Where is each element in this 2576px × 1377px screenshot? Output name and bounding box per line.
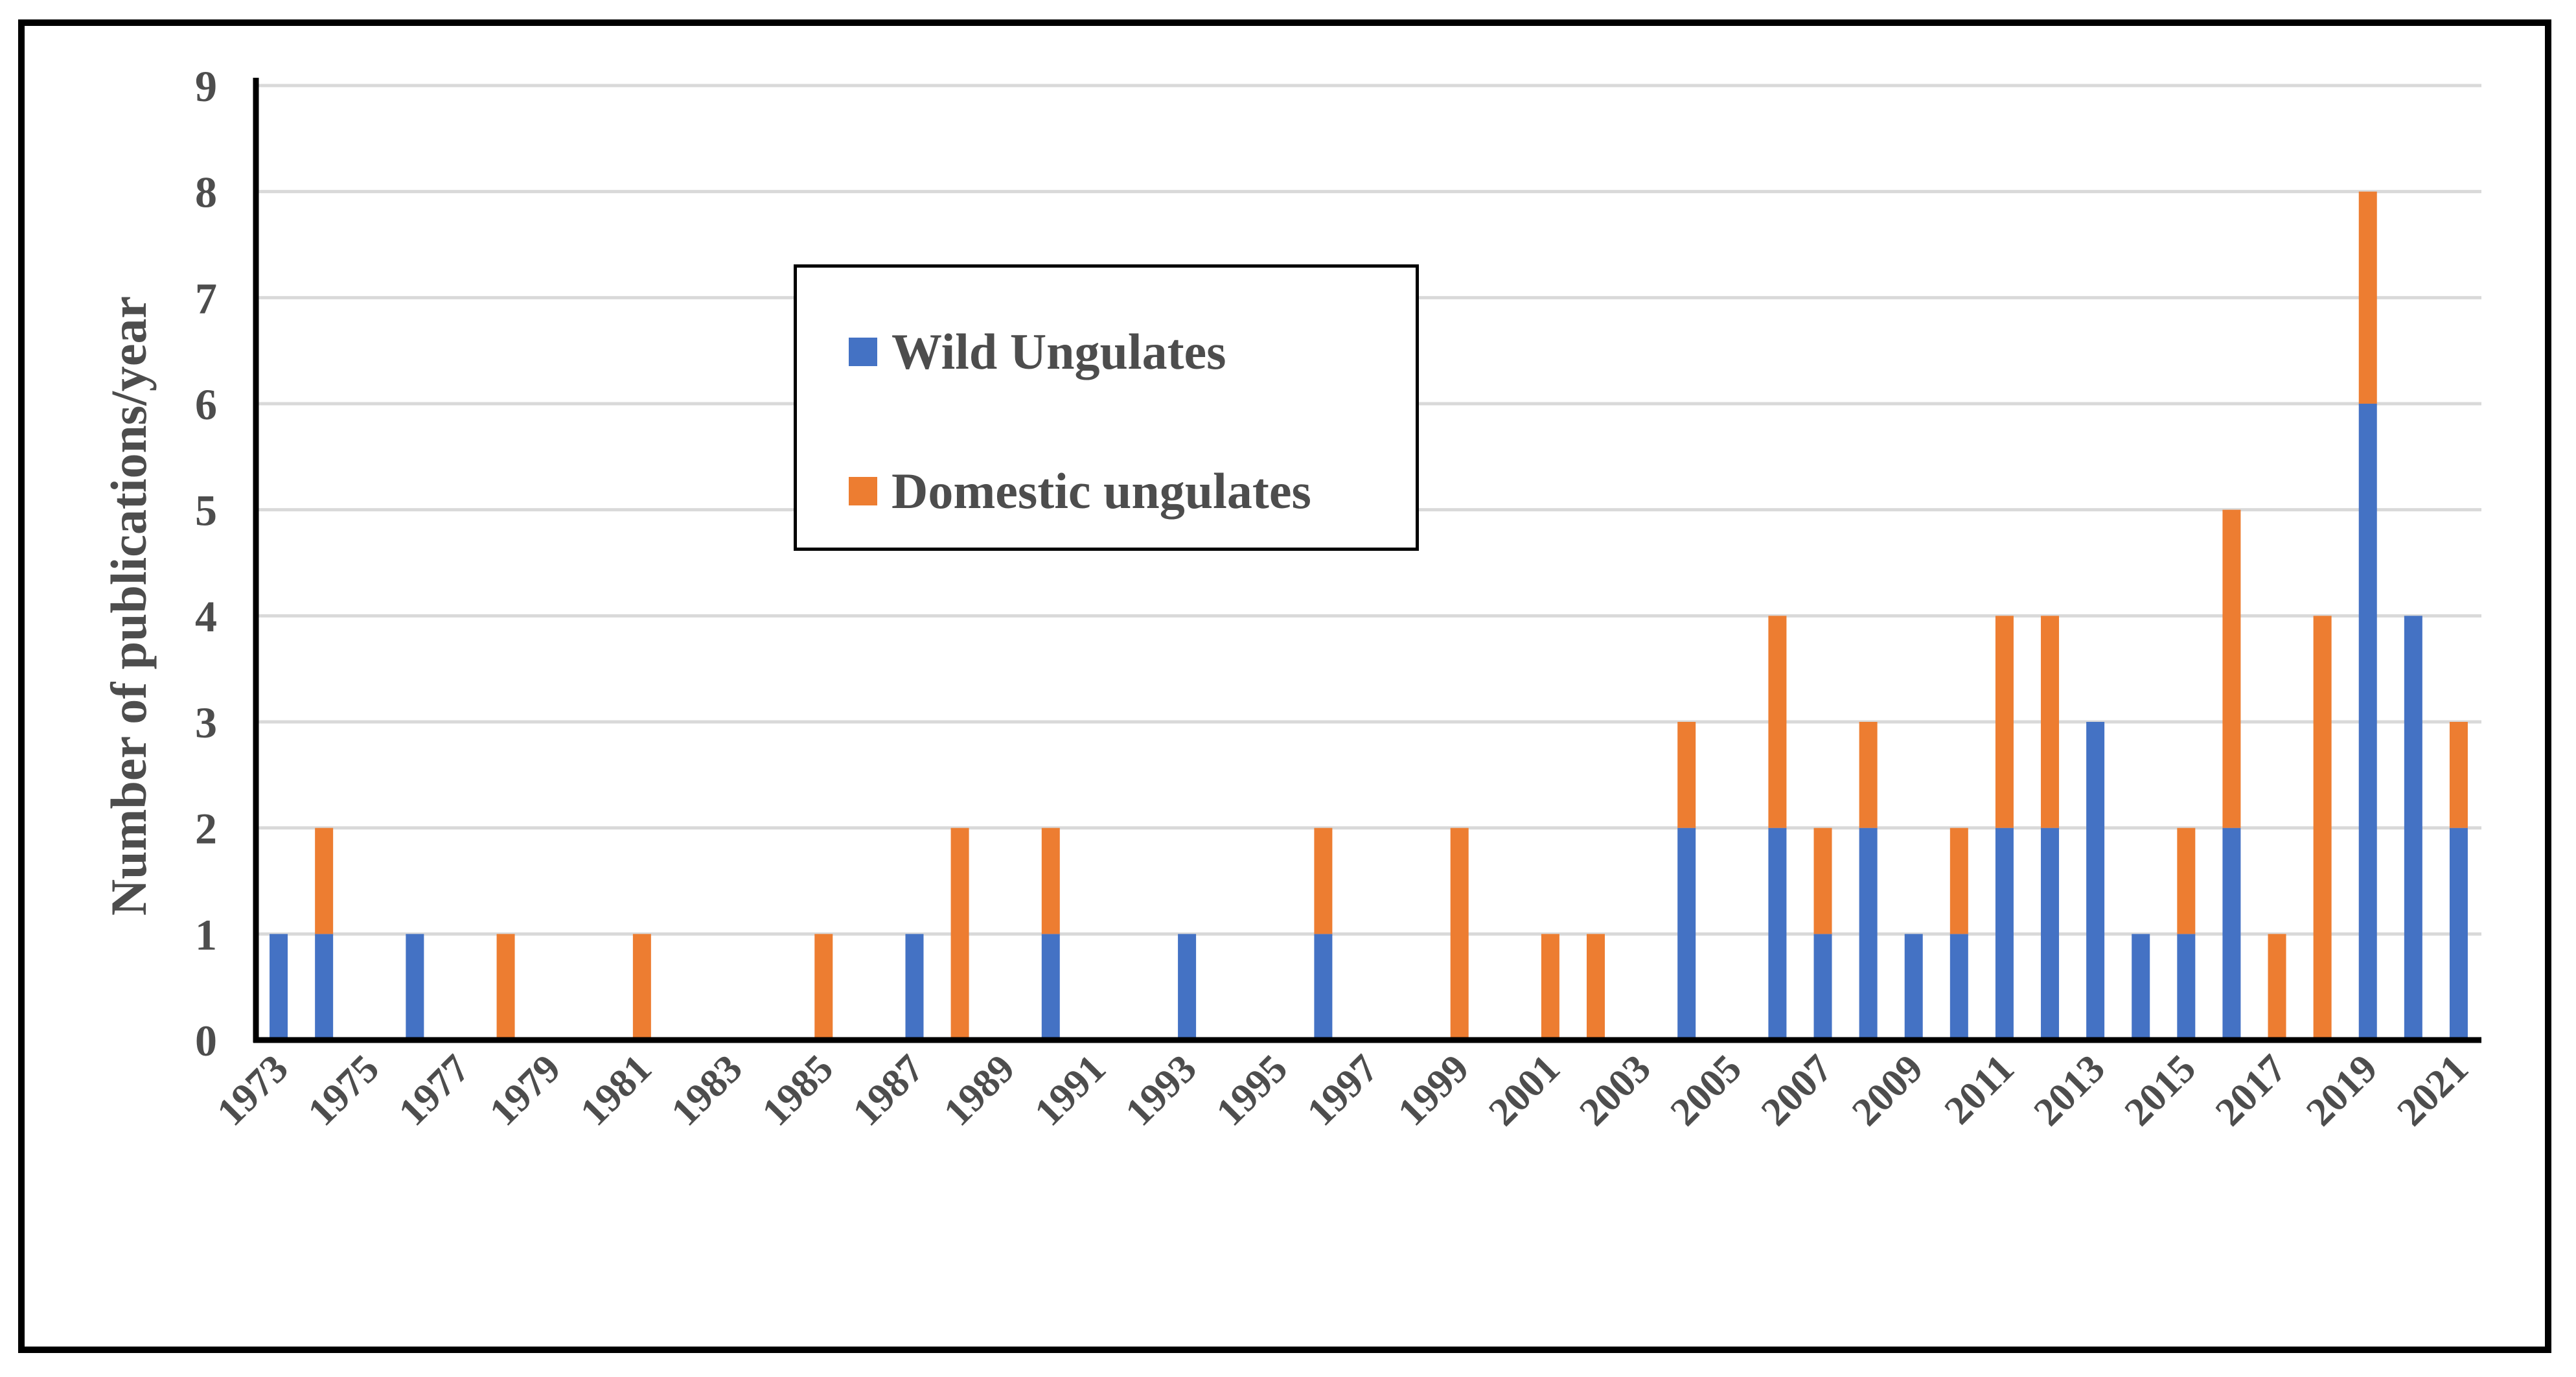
x-tick-label-2021: 2021 [2389, 1047, 2477, 1135]
bar-wild-1996 [1314, 934, 1333, 1040]
y-tick-labels: 0 1 2 3 4 5 6 7 8 9 [195, 62, 217, 1065]
bar-wild-1987 [905, 934, 924, 1040]
x-tick-label-1993: 1993 [1117, 1047, 1205, 1135]
bar-domestic-2017 [2268, 934, 2286, 1040]
bar-wild-2007 [1813, 934, 1832, 1040]
y-tick-label-3: 3 [195, 698, 217, 747]
y-tick-label-6: 6 [195, 380, 217, 429]
bar-domestic-1990 [1041, 827, 1060, 934]
x-tick-label-1975: 1975 [299, 1047, 387, 1135]
x-tick-label-1987: 1987 [845, 1047, 933, 1135]
x-tick-label-2015: 2015 [2116, 1047, 2204, 1135]
bar-domestic-1981 [632, 934, 651, 1040]
x-tick-label-2007: 2007 [1753, 1047, 1841, 1135]
x-tick-label-1999: 1999 [1390, 1047, 1478, 1135]
x-tick-labels: 1973 1975 1977 1979 1981 1983 1985 1987 1989 1991… [209, 1047, 2477, 1135]
y-tick-label-9: 9 [195, 62, 217, 111]
bar-domestic-2004 [1677, 722, 1696, 828]
y-tick-label-8: 8 [195, 168, 217, 217]
bar-domestic-1974 [315, 827, 334, 934]
legend-label-wild: Wild Ungulates [891, 323, 1226, 380]
x-tick-label-2005: 2005 [1662, 1047, 1750, 1135]
legend-item-wild: Wild Ungulates [849, 323, 1226, 381]
bar-wild-1973 [270, 934, 288, 1040]
bar-domestic-1999 [1450, 827, 1469, 1040]
x-tick-label-2019: 2019 [2298, 1047, 2386, 1135]
legend-label-domestic: Domestic ungulates [891, 463, 1311, 519]
bar-domestic-2015 [2177, 827, 2196, 934]
x-tick-label-1979: 1979 [481, 1047, 569, 1135]
bar-wild-2020 [2404, 616, 2422, 1040]
x-tick-label-1991: 1991 [1026, 1047, 1114, 1135]
y-tick-label-1: 1 [195, 910, 217, 959]
bar-wild-1974 [315, 934, 334, 1040]
bar-domestic-2006 [1768, 616, 1787, 828]
bar-wild-2019 [2358, 404, 2377, 1040]
bar-wild-2004 [1677, 827, 1696, 1040]
y-tick-label-7: 7 [195, 273, 217, 323]
legend-swatch-domestic [849, 477, 877, 505]
x-tick-label-2009: 2009 [1844, 1047, 1932, 1135]
x-tick-label-1977: 1977 [391, 1047, 479, 1135]
x-tick-label-2013: 2013 [2025, 1047, 2113, 1135]
x-tick-label-2017: 2017 [2207, 1047, 2295, 1135]
x-tick-label-2003: 2003 [1571, 1047, 1659, 1135]
bar-domestic-1996 [1314, 827, 1333, 934]
y-tick-label-5: 5 [195, 486, 217, 535]
bar-wild-2008 [1859, 827, 1878, 1040]
x-tick-label-1997: 1997 [1299, 1047, 1387, 1135]
x-tick-label-1985: 1985 [753, 1047, 842, 1135]
y-tick-label-0: 0 [195, 1016, 217, 1065]
bar-wild-2006 [1768, 827, 1787, 1040]
bars [270, 191, 2468, 1040]
bar-domestic-2007 [1813, 827, 1832, 934]
x-tick-label-2001: 2001 [1480, 1047, 1569, 1135]
bar-wild-2014 [2132, 934, 2150, 1040]
bar-wild-1976 [406, 934, 424, 1040]
bar-wild-2009 [1904, 934, 1923, 1040]
bar-domestic-2018 [2313, 616, 2332, 1040]
x-tick-label-1973: 1973 [209, 1047, 297, 1135]
bar-domestic-2002 [1587, 934, 1605, 1040]
bar-wild-2010 [1949, 934, 1968, 1040]
bar-domestic-2008 [1859, 722, 1878, 828]
bar-wild-2021 [2449, 827, 2468, 1040]
bar-domestic-2010 [1949, 827, 1968, 934]
bar-domestic-1978 [496, 934, 515, 1040]
x-tick-label-1989: 1989 [936, 1047, 1024, 1135]
bar-domestic-2019 [2358, 191, 2377, 404]
bar-wild-2016 [2222, 827, 2241, 1040]
x-tick-label-1995: 1995 [1208, 1047, 1296, 1135]
bar-domestic-1985 [814, 934, 833, 1040]
bar-domestic-2011 [1995, 616, 2014, 828]
bar-wild-1990 [1041, 934, 1060, 1040]
legend: Wild Ungulates Domestic ungulates [794, 264, 1419, 551]
chart-frame [18, 19, 2551, 1353]
bar-domestic-2012 [2041, 616, 2060, 828]
bar-wild-1993 [1178, 934, 1197, 1040]
bar-domestic-1988 [950, 827, 969, 1040]
legend-item-domestic: Domestic ungulates [849, 462, 1311, 520]
x-tick-label-1983: 1983 [663, 1047, 751, 1135]
y-tick-label-4: 4 [195, 592, 217, 641]
bar-wild-2013 [2086, 722, 2105, 1040]
legend-swatch-wild [849, 338, 877, 366]
bar-wild-2011 [1995, 827, 2014, 1040]
x-tick-label-1981: 1981 [572, 1047, 660, 1135]
x-tick-label-2011: 2011 [1936, 1047, 2022, 1133]
y-axis-label: Number of publications/year [100, 296, 157, 916]
axes [253, 78, 2481, 1043]
bar-domestic-2016 [2222, 509, 2241, 828]
y-tick-label-2: 2 [195, 804, 217, 853]
bar-domestic-2001 [1541, 934, 1559, 1040]
bar-domestic-2021 [2449, 722, 2468, 828]
bar-wild-2015 [2177, 934, 2196, 1040]
bar-wild-2012 [2041, 827, 2060, 1040]
